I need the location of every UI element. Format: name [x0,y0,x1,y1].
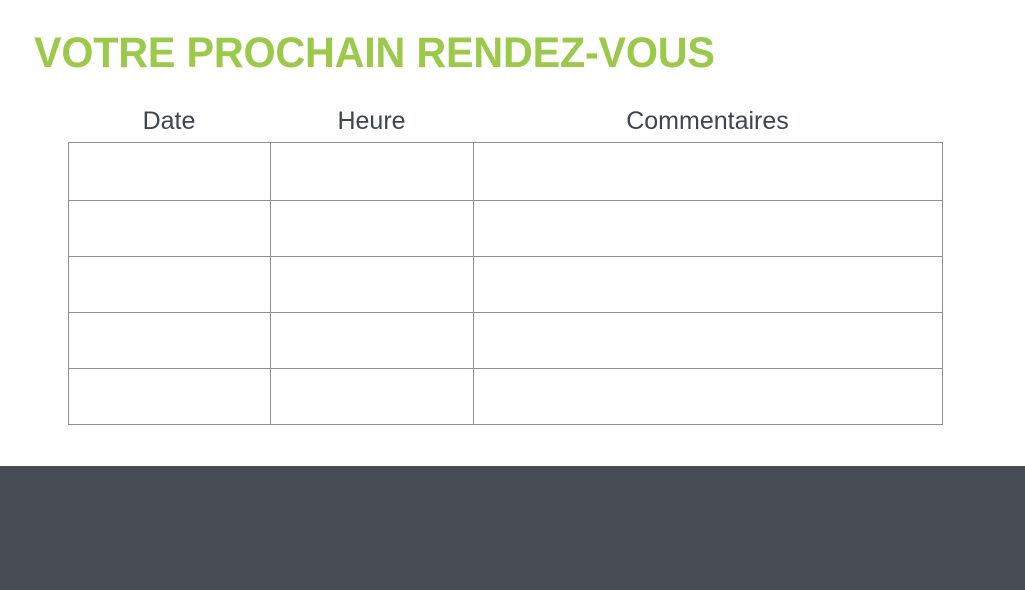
cell-commentaires[interactable] [473,256,943,313]
footer-bar [0,466,1025,590]
column-header-date: Date [142,106,196,135]
column-header-heure: Heure [337,106,406,135]
cell-heure[interactable] [270,200,474,257]
appointment-table-block: Date Heure Commentaires [68,99,943,425]
appointment-table-body [68,142,943,425]
cell-date[interactable] [68,312,271,369]
cell-heure[interactable] [270,256,474,313]
table-column-headers: Date Heure Commentaires [68,99,942,142]
cell-date[interactable] [68,256,271,313]
cell-date[interactable] [68,200,271,257]
table-row[interactable] [68,256,943,313]
cell-heure[interactable] [270,368,474,425]
cell-heure[interactable] [270,312,474,369]
table-row[interactable] [68,368,943,425]
table-row[interactable] [68,200,943,257]
cell-date[interactable] [68,142,271,201]
cell-date[interactable] [68,368,271,425]
column-header-commentaires: Commentaires [626,106,789,135]
cell-commentaires[interactable] [473,142,943,201]
cell-commentaires[interactable] [473,368,943,425]
cell-heure[interactable] [270,142,474,201]
table-row[interactable] [68,312,943,369]
appointment-table [68,142,943,425]
table-row[interactable] [68,142,943,201]
cell-commentaires[interactable] [473,200,943,257]
cell-commentaires[interactable] [473,312,943,369]
page-title: VOTRE PROCHAIN RENDEZ-VOUS [34,29,715,77]
